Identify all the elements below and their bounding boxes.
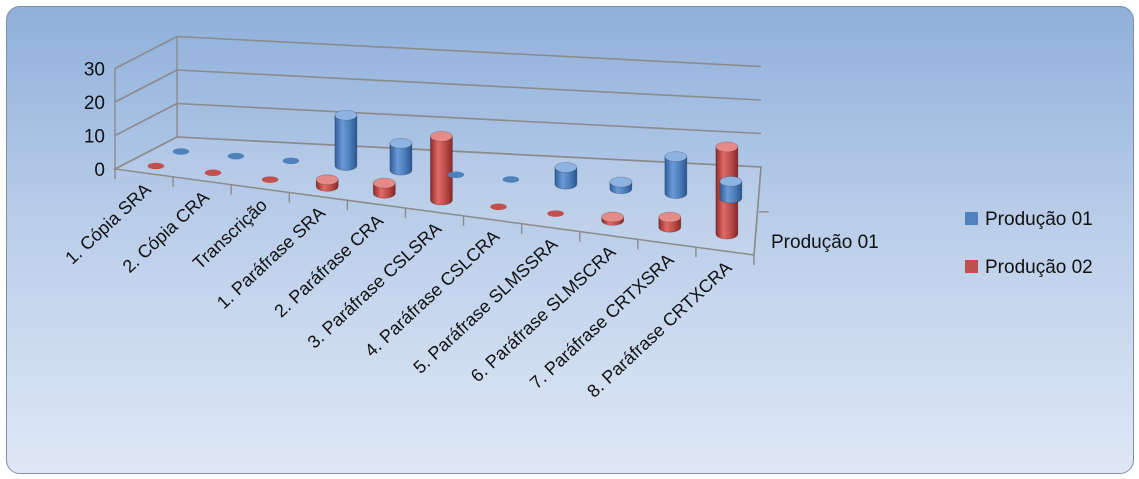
- bar-cap: [172, 148, 190, 155]
- gridline: [176, 35, 762, 68]
- bar-producao-01: [282, 157, 300, 165]
- bar-cap: [664, 151, 688, 162]
- bar-producao-01: [502, 176, 520, 183]
- bar-producao-02: [429, 130, 453, 206]
- bar-producao-01: [334, 109, 358, 171]
- y-tick-label: 30: [84, 60, 105, 81]
- bar-cap: [429, 130, 453, 142]
- bar-producao-02: [204, 169, 222, 177]
- bar-cap: [719, 175, 743, 187]
- bar-cap: [658, 211, 682, 223]
- bar-cap: [490, 203, 507, 211]
- bar-producao-01: [389, 137, 413, 176]
- gridline: [176, 69, 762, 101]
- bar-cap: [601, 211, 625, 223]
- bar-producao-01: [719, 175, 743, 204]
- gridline: [114, 102, 178, 137]
- bar-producao-02: [315, 174, 339, 192]
- y-tick-label: 0: [94, 160, 105, 181]
- bar-producao-01: [447, 171, 465, 179]
- bar-cap: [261, 176, 279, 183]
- bar-cap: [315, 174, 339, 186]
- y-tick-label: 20: [84, 93, 105, 114]
- bar-cap: [204, 169, 222, 177]
- bar-producao-02: [601, 211, 625, 226]
- bar-producao-02: [147, 162, 165, 170]
- y-tick-label: 10: [84, 127, 105, 148]
- bar-body: [719, 180, 743, 204]
- depth-axis-line: [753, 166, 762, 256]
- bar-cap: [227, 152, 245, 160]
- x-tick-label: 3. Paráfrase CSLSRA: [304, 218, 446, 352]
- gridline: [114, 69, 178, 103]
- bar-body: [334, 114, 358, 171]
- bar-cap: [334, 109, 358, 121]
- legend-swatch: [965, 260, 978, 273]
- bar-cap: [715, 141, 739, 153]
- bar-producao-01: [172, 148, 190, 155]
- gridline: [114, 35, 178, 70]
- bar-cap: [554, 161, 578, 173]
- bar-cap: [147, 162, 165, 170]
- bar-cap: [372, 177, 396, 189]
- legend-label: Produção 02: [985, 257, 1093, 278]
- bar-body: [664, 156, 688, 199]
- legend-swatch: [965, 212, 978, 225]
- bar-producao-01: [227, 152, 245, 160]
- bar-producao-02: [490, 203, 507, 211]
- gridline: [176, 136, 762, 168]
- gridline: [176, 102, 762, 135]
- depth-axis-label: Produção 01: [771, 232, 879, 253]
- legend-label: Produção 01: [985, 209, 1093, 230]
- bar-body: [430, 135, 453, 206]
- bar-cap: [547, 210, 564, 217]
- bar-cap: [389, 137, 413, 149]
- bar-cap: [447, 171, 465, 179]
- bar-cap: [609, 176, 633, 188]
- gridline: [114, 136, 178, 170]
- bar-producao-01: [554, 161, 578, 190]
- bar-cap: [282, 157, 300, 165]
- chart-area: 0 10 20 30 1. Cópia SRA 2. Cópia CRA Transcri…: [6, 6, 1134, 474]
- bar-body: [554, 166, 578, 190]
- bar-producao-02: [372, 177, 396, 199]
- bar-producao-01: [664, 151, 688, 199]
- bar-producao-02: [658, 211, 682, 233]
- bar-cap: [502, 176, 520, 183]
- bar-body: [389, 142, 413, 176]
- bar-producao-02: [261, 176, 279, 183]
- bar-producao-02: [547, 210, 564, 217]
- bar-producao-01: [609, 176, 633, 195]
